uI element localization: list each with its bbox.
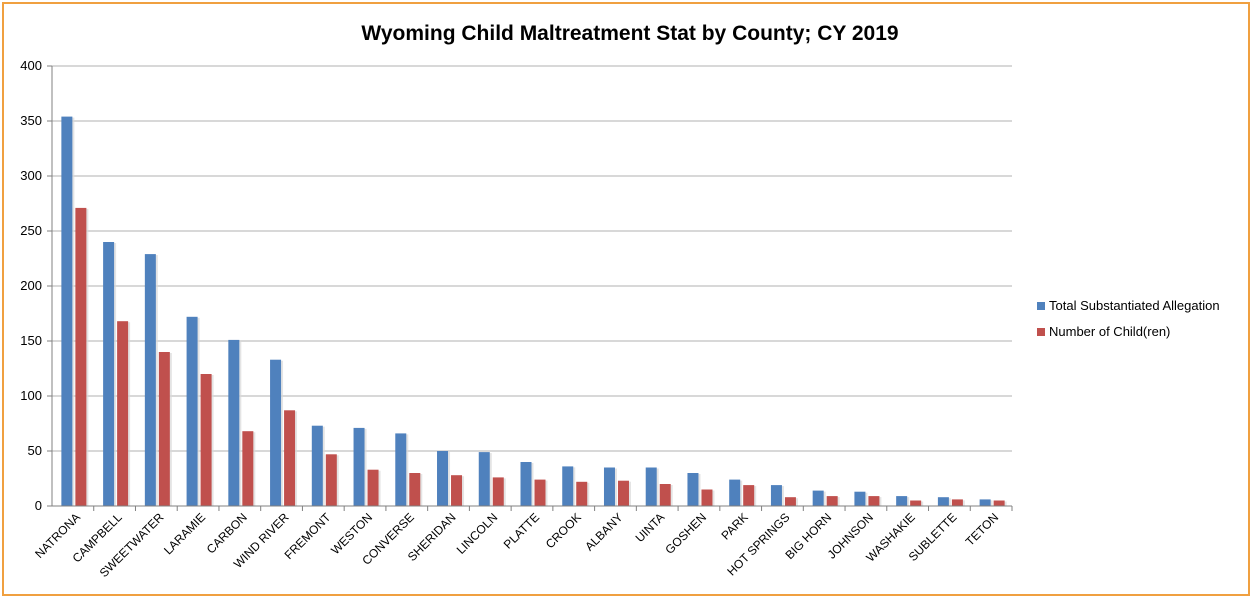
bar-total-allegation-wind-river <box>270 359 282 506</box>
bar-total-allegation-natrona <box>61 116 73 506</box>
bar-total-allegation-hot-springs <box>770 485 782 506</box>
bar-total-allegation-sweetwater <box>144 254 156 506</box>
bar-children-sweetwater <box>158 352 170 506</box>
bar-children-sublette <box>951 499 963 506</box>
x-tick-label: GOSHEN <box>662 510 709 557</box>
bar-children-carbon <box>242 431 254 506</box>
bar-children-park <box>743 485 755 506</box>
y-tick-label: 100 <box>20 388 42 403</box>
bar-total-allegation-washakie <box>896 496 908 506</box>
x-tick-label: LARAMIE <box>161 510 208 557</box>
x-tick-label: LINCOLN <box>454 510 501 557</box>
legend-label: Total Substantiated Allegation <box>1049 298 1220 313</box>
x-tick-label: PARK <box>718 510 750 542</box>
bar-total-allegation-sheridan <box>437 451 449 506</box>
y-tick-label: 300 <box>20 168 42 183</box>
bar-total-allegation-converse <box>395 433 407 506</box>
y-axis: 0 50 100 150 200 250 300 350 400 <box>20 58 53 513</box>
bar-children-goshen <box>701 489 713 506</box>
bar-children-lincoln <box>492 477 504 506</box>
y-tick-label: 150 <box>20 333 42 348</box>
bar-children-campbell <box>117 321 129 506</box>
legend-swatch <box>1037 328 1045 336</box>
bar-total-allegation-uinta <box>645 467 657 506</box>
bar-total-allegation-carbon <box>228 339 240 506</box>
bar-children-uinta <box>659 484 671 506</box>
x-tick-label: CROOK <box>543 510 584 551</box>
bar-children-platte <box>534 479 546 506</box>
bar-children-albany <box>617 480 629 506</box>
bar-total-allegation-fremont <box>311 425 323 506</box>
bar-total-allegation-laramie <box>186 316 198 506</box>
x-tick-label: ALBANY <box>582 510 625 553</box>
bar-children-washakie <box>910 500 922 506</box>
bars <box>61 116 1007 506</box>
bar-children-wind-river <box>284 410 296 506</box>
bar-total-allegation-johnson <box>854 491 866 506</box>
x-tick-label: PLATTE <box>501 510 542 551</box>
bar-children-big-horn <box>826 496 838 506</box>
bar-total-allegation-platte <box>520 462 532 506</box>
x-tick-label: UINTA <box>633 510 668 545</box>
bar-children-johnson <box>868 496 880 506</box>
chart-title: Wyoming Child Maltreatment Stat by Count… <box>361 22 898 45</box>
legend: Total Substantiated Allegation Number of … <box>1037 298 1220 339</box>
bar-total-allegation-park <box>729 479 741 506</box>
bar-children-crook <box>576 481 588 506</box>
bar-children-laramie <box>200 374 212 506</box>
x-tick-label: TETON <box>963 510 1002 549</box>
bar-children-fremont <box>325 454 337 506</box>
bar-children-natrona <box>75 207 87 506</box>
x-axis: NATRONACAMPBELLSWEETWATERLARAMIECARBONWI… <box>32 505 1013 580</box>
bar-children-teton <box>993 500 1005 506</box>
bar-total-allegation-sublette <box>937 497 949 506</box>
bar-total-allegation-lincoln <box>478 452 490 506</box>
y-tick-label: 50 <box>28 443 42 458</box>
y-tick-label: 350 <box>20 113 42 128</box>
bar-total-allegation-albany <box>603 467 615 506</box>
bar-children-sheridan <box>451 475 463 506</box>
y-tick-label: 400 <box>20 58 42 73</box>
bar-total-allegation-crook <box>562 466 574 506</box>
bar-children-hot-springs <box>784 497 796 506</box>
bar-total-allegation-campbell <box>103 242 115 506</box>
bar-children-weston <box>367 469 379 506</box>
y-tick-label: 250 <box>20 223 42 238</box>
x-tick-label: FREMONT <box>282 510 334 562</box>
y-tick-label: 200 <box>20 278 42 293</box>
bar-total-allegation-weston <box>353 427 365 506</box>
bar-total-allegation-goshen <box>687 473 699 506</box>
bar-total-allegation-big-horn <box>812 490 824 506</box>
legend-swatch <box>1037 302 1045 310</box>
bar-total-allegation-teton <box>979 499 991 506</box>
y-tick-label: 0 <box>35 498 42 513</box>
legend-label: Number of Child(ren) <box>1049 324 1170 339</box>
bar-children-converse <box>409 473 421 506</box>
